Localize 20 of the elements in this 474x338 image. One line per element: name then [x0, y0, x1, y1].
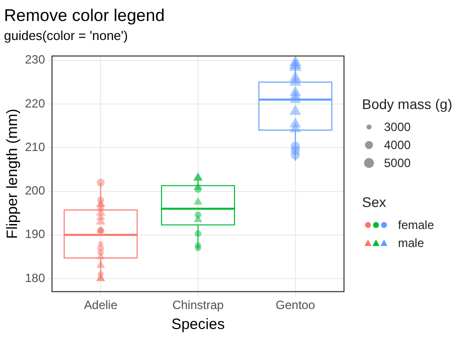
- y-tick-label: 230: [24, 52, 46, 67]
- x-axis-title: Species: [171, 316, 225, 334]
- chart-title: Remove color legend: [4, 6, 165, 25]
- x-tick-label: Gentoo: [276, 298, 316, 312]
- y-tick-label: 180: [24, 270, 46, 285]
- y-tick-label: 220: [24, 96, 46, 110]
- legend-title: Sex: [362, 194, 388, 210]
- legend-label: 4000: [384, 138, 411, 152]
- x-tick-label: Adelie: [84, 298, 118, 312]
- y-axis-title: Flipper length (mm): [4, 108, 22, 239]
- y-tick-label: 190: [24, 227, 46, 242]
- text: Body mass (g): [362, 96, 452, 112]
- y-tick-label: 200: [24, 184, 46, 198]
- legend-label: male: [398, 236, 424, 250]
- legend-label: female: [398, 218, 434, 232]
- legend-label: 3000: [384, 120, 411, 134]
- chart-subtitle: guides(color = 'none'): [4, 28, 128, 43]
- legend-label: 5000: [384, 156, 411, 170]
- x-tick-label: Chinstrap: [172, 298, 224, 312]
- y-tick-label: 210: [24, 140, 46, 154]
